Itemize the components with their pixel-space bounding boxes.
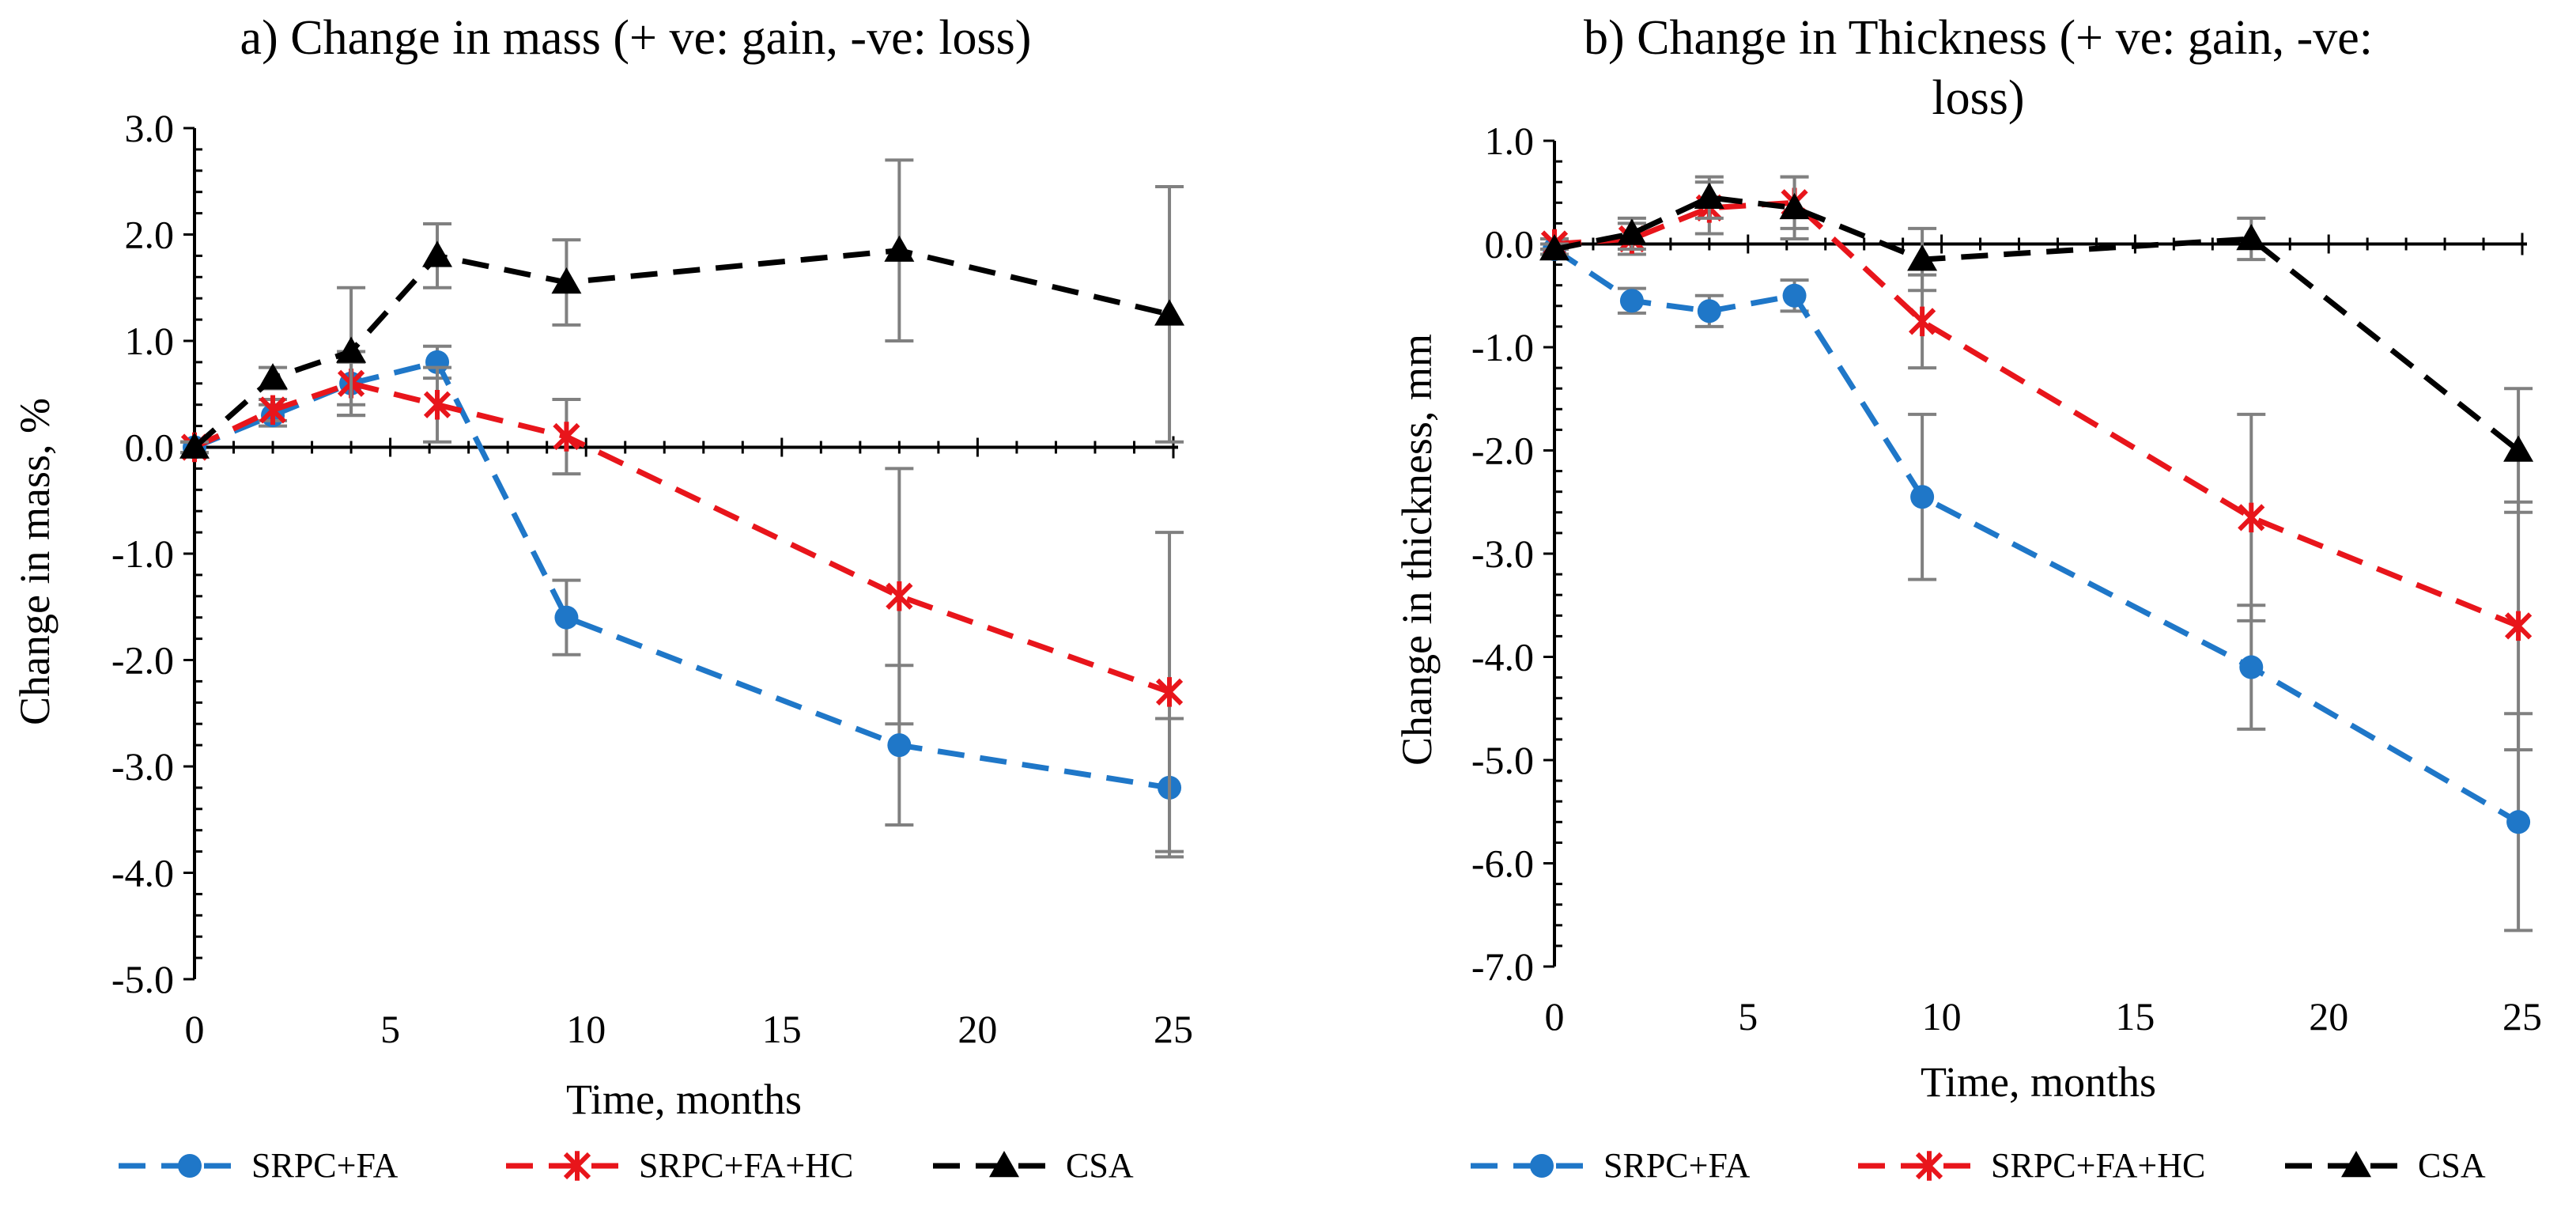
x-tick-label: 0 <box>1545 994 1565 1039</box>
y-tick-label: 1.0 <box>125 319 175 363</box>
point-0-2-0 <box>179 432 210 459</box>
point-1-2-0 <box>1539 234 1569 261</box>
chart-title-line: loss) <box>1932 71 2024 125</box>
point-0-2-3 <box>422 240 453 267</box>
point-1-1-6 <box>2504 611 2533 641</box>
point-0-1-5 <box>886 581 913 611</box>
series-line <box>193 358 1170 791</box>
y-tick-label: 1.0 <box>1485 119 1535 163</box>
x-tick-label: 0 <box>185 1007 205 1051</box>
legend-label: SRPC+FA+HC <box>639 1146 853 1185</box>
legend-label: SRPC+FA+HC <box>1991 1146 2205 1185</box>
point-0-2-6 <box>1154 299 1185 326</box>
x-axis-label: Time, months <box>1921 1058 2156 1106</box>
point-1-1-5 <box>2238 502 2265 533</box>
y-tick-label: -2.0 <box>1471 429 1534 473</box>
y-tick-label: -3.0 <box>111 744 174 789</box>
series-SRPC+FA <box>180 344 1184 859</box>
point-1-2-5 <box>2236 223 2267 251</box>
point-1-1-4 <box>1908 306 1936 337</box>
y-tick-label: -3.0 <box>1471 532 1534 576</box>
point-1-2-3 <box>1779 192 1810 220</box>
point-0-2-2 <box>336 336 367 363</box>
point-1-legend-1 <box>1915 1151 1943 1181</box>
chart-title: a) Change in mass (+ ve: gain, -ve: loss… <box>240 11 1032 65</box>
y-tick-label: -4.0 <box>1471 635 1534 679</box>
x-tick-label: 15 <box>762 1007 802 1051</box>
series-line <box>192 248 1170 450</box>
y-tick-label: -7.0 <box>1471 944 1534 989</box>
series-line <box>193 380 1171 695</box>
point-0-legend-0 <box>178 1154 202 1178</box>
point-0-2-1 <box>258 363 289 390</box>
x-tick-label: 5 <box>1738 994 1758 1039</box>
point-1-2-4 <box>1907 244 1938 271</box>
point-0-1-3 <box>423 389 451 420</box>
point-1-0-3 <box>1782 283 1807 308</box>
x-tick-label: 25 <box>2502 994 2542 1039</box>
series-SRPC+FA <box>1540 237 2533 933</box>
series-SRPC+FA+HC <box>180 360 1184 853</box>
point-1-0-1 <box>1619 289 1644 313</box>
point-1-2-2 <box>1694 182 1724 210</box>
y-tick-label: -6.0 <box>1471 842 1534 886</box>
x-tick-label: 20 <box>958 1007 997 1051</box>
point-1-0-5 <box>2239 655 2264 679</box>
y-tick-label: -5.0 <box>111 957 174 1001</box>
point-0-0-5 <box>887 733 912 758</box>
point-1-0-4 <box>1910 485 1935 509</box>
y-tick-label: -4.0 <box>111 851 174 895</box>
chart-panel-0: a) Change in mass (+ ve: gain, -ve: loss… <box>11 11 1193 1185</box>
point-1-2-1 <box>1616 218 1647 245</box>
y-axis-label: Change in mass, % <box>11 398 59 725</box>
legend-label: SRPC+FA <box>251 1146 398 1185</box>
y-tick-label: 2.0 <box>125 213 175 257</box>
y-tick-label: 3.0 <box>125 106 175 150</box>
legend-label: CSA <box>1066 1146 1134 1185</box>
point-0-1-1 <box>259 395 287 426</box>
x-tick-label: 5 <box>380 1007 400 1051</box>
point-1-0-2 <box>1697 299 1721 323</box>
y-tick-label: 0.0 <box>125 426 175 470</box>
y-tick-label: 0.0 <box>1485 222 1535 267</box>
legend: SRPC+FA SRPC+FA+HC CSA <box>119 1146 1134 1185</box>
y-tick-label: -1.0 <box>111 532 174 576</box>
x-axis-label: Time, months <box>566 1076 802 1123</box>
point-0-legend-1 <box>563 1151 591 1181</box>
x-tick-label: 10 <box>1922 994 1962 1039</box>
point-1-0-6 <box>2506 810 2531 834</box>
point-1-2-6 <box>2503 435 2534 462</box>
point-0-2-5 <box>884 235 915 262</box>
y-tick-label: -2.0 <box>111 638 174 683</box>
series-CSA <box>179 158 1185 459</box>
series-SRPC+FA+HC <box>1540 175 2533 751</box>
point-0-0-4 <box>554 605 579 630</box>
x-tick-label: 15 <box>2115 994 2155 1039</box>
y-axis-label: Change in thickness, mm <box>1393 334 1441 766</box>
point-0-1-6 <box>1155 677 1184 707</box>
x-tick-label: 25 <box>1154 1007 1193 1051</box>
chart-panel-1: b) Change in Thickness (+ ve: gain, -ve:… <box>1393 11 2542 1185</box>
legend-label: CSA <box>2418 1146 2486 1185</box>
point-1-legend-0 <box>1530 1154 1554 1178</box>
chart-title-line: b) Change in Thickness (+ ve: gain, -ve: <box>1584 11 2373 65</box>
point-0-2-4 <box>551 267 582 294</box>
point-0-1-4 <box>553 422 580 452</box>
point-0-legend-2 <box>989 1151 1019 1178</box>
x-tick-label: 20 <box>2309 994 2348 1039</box>
x-tick-label: 10 <box>566 1007 606 1051</box>
y-tick-label: -1.0 <box>1471 325 1534 369</box>
point-1-legend-2 <box>2341 1151 2371 1178</box>
series-CSA <box>1539 175 2534 514</box>
series-line <box>1554 199 2520 629</box>
series-line <box>1554 195 2521 453</box>
y-tick-label: -5.0 <box>1471 738 1534 782</box>
legend-label: SRPC+FA <box>1603 1146 1751 1185</box>
legend: SRPC+FA SRPC+FA+HC CSA <box>1471 1146 2486 1185</box>
